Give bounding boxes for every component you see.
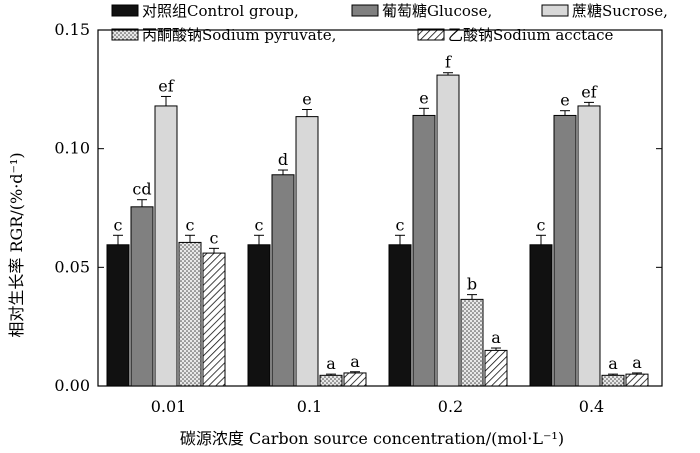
axes: 0.00 0.05 0.10 0.15 0.01 0.1 0.2 0.4 bbox=[54, 20, 663, 416]
bar bbox=[202, 252, 226, 387]
bar bbox=[154, 105, 178, 387]
legend-item-glucose: 葡萄糖Glucose, bbox=[351, 2, 492, 20]
legend-label-sucrose: 蔗糖Sucrose, bbox=[572, 2, 668, 20]
legend-swatch-control bbox=[111, 4, 139, 17]
legend-swatch-sucrose bbox=[541, 4, 569, 17]
legend-swatch-glucose bbox=[351, 4, 379, 17]
bar bbox=[460, 298, 484, 387]
x-tick-label: 0.4 bbox=[579, 397, 604, 416]
bar bbox=[247, 244, 271, 387]
legend-item-control: 对照组Control group, bbox=[111, 2, 299, 20]
significance-label: ef bbox=[581, 82, 597, 101]
bar bbox=[343, 372, 367, 387]
significance-label: c bbox=[255, 215, 264, 234]
x-tick-label: 0.01 bbox=[151, 397, 187, 416]
bar bbox=[178, 241, 202, 387]
significance-label: e bbox=[302, 90, 311, 109]
x-tick-label: 0.2 bbox=[438, 397, 463, 416]
significance-label: a bbox=[326, 354, 336, 373]
bar bbox=[577, 105, 601, 387]
significance-label: a bbox=[632, 353, 642, 372]
bar bbox=[436, 74, 460, 387]
legend-label-acetate: 乙酸钠Sodium acctace bbox=[448, 26, 613, 44]
legend-item-acetate: 乙酸钠Sodium acctace bbox=[417, 26, 613, 44]
bar bbox=[295, 116, 319, 387]
y-tick-label: 0.10 bbox=[54, 139, 90, 158]
y-tick-label: 0.00 bbox=[54, 376, 90, 395]
bar bbox=[601, 374, 625, 387]
legend-label-glucose: 葡萄糖Glucose, bbox=[382, 2, 492, 20]
bar bbox=[529, 244, 553, 387]
significance-label: c bbox=[537, 215, 546, 234]
bar bbox=[130, 206, 154, 387]
significance-label: c bbox=[186, 215, 195, 234]
y-tick-label: 0.15 bbox=[54, 20, 90, 39]
bar bbox=[271, 174, 295, 387]
significance-label: d bbox=[278, 150, 288, 169]
legend-label-control: 对照组Control group, bbox=[142, 2, 299, 20]
significance-label: c bbox=[396, 215, 405, 234]
legend-swatch-pyruvate bbox=[111, 28, 139, 41]
bar bbox=[319, 374, 343, 387]
bar bbox=[625, 373, 649, 387]
significance-label: cd bbox=[132, 180, 151, 199]
y-axis-label: 相对生长率 RGR/(%·d⁻¹) bbox=[7, 152, 26, 337]
bar bbox=[106, 244, 130, 387]
bar bbox=[484, 349, 508, 387]
legend-item-pyruvate: 丙酮酸钠Sodium pyruvate, bbox=[111, 26, 336, 44]
significance-label: a bbox=[350, 352, 360, 371]
y-tick-label: 0.05 bbox=[54, 257, 90, 276]
plot-frame bbox=[97, 29, 663, 387]
legend-swatch-acetate bbox=[417, 28, 445, 41]
x-axis-label: 碳源浓度 Carbon source concentration/(mol·L⁻… bbox=[180, 429, 564, 448]
significance-label: c bbox=[210, 228, 219, 247]
significance-label: b bbox=[467, 275, 477, 294]
significance-label: e bbox=[419, 88, 428, 107]
significance-label: ef bbox=[158, 76, 174, 95]
bar bbox=[553, 114, 577, 387]
bar bbox=[388, 244, 412, 387]
significance-label: a bbox=[491, 328, 501, 347]
significance-label: e bbox=[560, 91, 569, 110]
significance-label: a bbox=[608, 354, 618, 373]
significance-label: c bbox=[114, 215, 123, 234]
legend: 对照组Control group, 葡萄糖Glucose, 蔗糖Sucrose,… bbox=[111, 2, 668, 44]
bar bbox=[412, 114, 436, 387]
legend-label-pyruvate: 丙酮酸钠Sodium pyruvate, bbox=[142, 26, 336, 44]
significance-label: f bbox=[445, 53, 452, 72]
legend-item-sucrose: 蔗糖Sucrose, bbox=[541, 2, 668, 20]
x-tick-label: 0.1 bbox=[297, 397, 322, 416]
